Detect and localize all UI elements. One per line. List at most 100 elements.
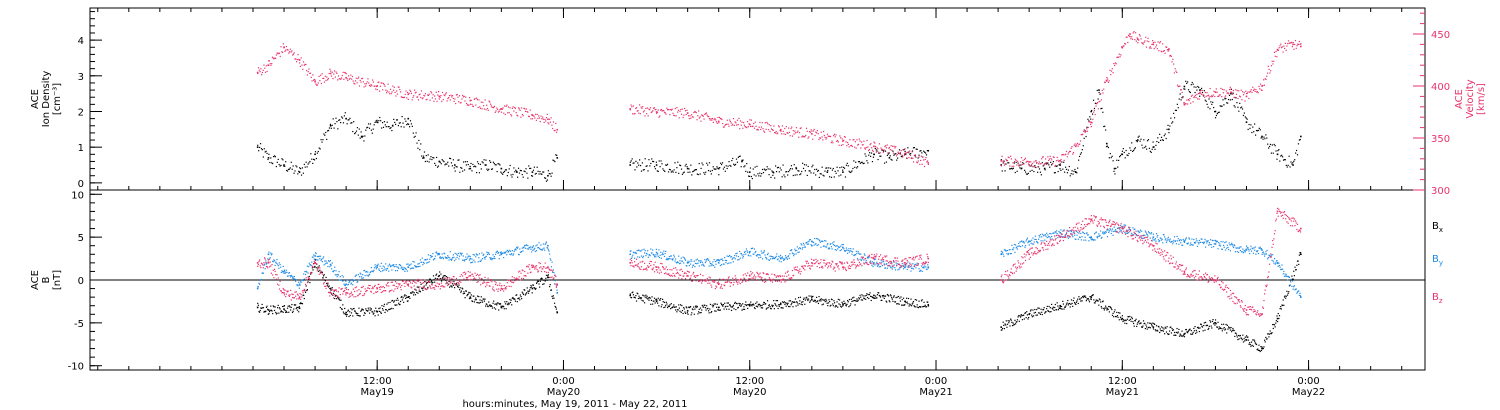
bx-sample: [1205, 321, 1207, 324]
bx-sample: [1159, 328, 1161, 330]
bx-sample: [1266, 338, 1268, 340]
velocity-sample: [882, 151, 884, 153]
bx-sample: [786, 302, 788, 304]
density-sample: [379, 116, 381, 119]
bx-sample: [458, 289, 461, 291]
bx-sample: [791, 302, 793, 304]
bx-sample: [864, 295, 866, 297]
bx-sample: [1140, 322, 1142, 324]
by-sample: [300, 281, 302, 283]
by-sample: [651, 252, 653, 254]
bx-sample: [1203, 324, 1205, 327]
density-sample: [826, 167, 828, 169]
by-sample: [264, 268, 266, 270]
density-sample: [391, 129, 393, 132]
bx-sample: [297, 306, 299, 309]
density-sample: [1287, 164, 1289, 167]
velocity-sample: [1287, 40, 1290, 42]
by-sample: [441, 253, 443, 255]
by-sample: [668, 257, 670, 260]
velocity-sample: [829, 135, 831, 137]
velocity-sample: [1225, 90, 1228, 92]
by-sample: [259, 279, 261, 282]
by-sample: [500, 251, 502, 253]
by-sample: [657, 253, 659, 255]
by-sample: [541, 249, 543, 251]
density-sample: [317, 150, 319, 153]
bx-sample: [652, 300, 654, 302]
by-sample: [822, 240, 824, 243]
velocity-sample: [1037, 166, 1039, 168]
density-sample: [1141, 144, 1143, 146]
by-sample: [754, 251, 756, 254]
velocity-sample: [798, 136, 800, 138]
velocity-sample: [1282, 51, 1284, 53]
density-sample: [1178, 98, 1180, 100]
bx-sample: [431, 282, 433, 284]
density-sample: [286, 170, 289, 172]
velocity-sample: [389, 93, 391, 95]
by-sample: [539, 248, 541, 251]
density-sample: [331, 124, 333, 126]
bx-sample: [287, 305, 289, 307]
bx-sample: [1290, 279, 1292, 281]
bx-sample: [1136, 325, 1138, 328]
by-sample: [386, 268, 388, 270]
bx-sample: [1121, 315, 1123, 317]
bx-sample: [482, 298, 484, 300]
velocity-sample: [257, 67, 260, 69]
bx-sample: [860, 299, 862, 301]
by-sample: [790, 249, 792, 252]
by-sample: [821, 240, 823, 242]
bx-sample: [1272, 327, 1274, 330]
density-sample: [1247, 128, 1249, 131]
bx-sample: [812, 295, 814, 298]
by-sample: [328, 260, 330, 263]
velocity-sample: [1074, 143, 1076, 145]
bx-sample: [1091, 294, 1093, 297]
velocity-sample: [815, 131, 817, 133]
velocity-sample: [722, 122, 724, 125]
density-sample: [813, 172, 815, 174]
by-point: [1300, 296, 1302, 298]
density-sample: [670, 171, 672, 173]
by-sample: [691, 266, 694, 268]
density-sample: [299, 168, 302, 170]
density-sample: [287, 168, 290, 171]
by-sample: [265, 260, 267, 262]
velocity-sample: [1088, 121, 1090, 123]
density-sample: [783, 174, 785, 176]
by-sample: [524, 247, 526, 249]
bx-sample: [481, 301, 484, 303]
by-sample: [261, 272, 263, 274]
by-sample: [303, 278, 305, 280]
density-sample: [1049, 166, 1051, 168]
bx-sample: [1066, 302, 1068, 304]
velocity-sample: [323, 81, 326, 83]
bx-sample: [310, 271, 312, 274]
bx-sample: [325, 276, 327, 279]
density-sample: [316, 152, 318, 154]
velocity-sample: [684, 107, 686, 110]
velocity-sample: [1189, 98, 1191, 100]
bx-sample: [1280, 308, 1282, 310]
bx-sample: [1065, 305, 1067, 307]
bx-sample: [687, 313, 689, 315]
by-sample: [405, 268, 407, 271]
by-sample: [686, 261, 689, 264]
bx-sample: [1207, 328, 1209, 331]
bx-sample: [385, 309, 387, 311]
bx-sample: [1206, 324, 1209, 327]
by-sample: [728, 262, 730, 264]
bx-sample: [1113, 311, 1115, 313]
by-sample: [746, 250, 748, 252]
bx-sample: [1137, 322, 1139, 324]
density-sample: [1101, 107, 1103, 109]
velocity-sample: [380, 82, 382, 84]
by-sample: [376, 264, 378, 267]
by-sample: [376, 264, 379, 267]
bx-sample: [643, 295, 645, 297]
bx-sample: [1213, 323, 1215, 325]
bx-sample: [357, 314, 359, 317]
bx-sample: [776, 300, 779, 302]
